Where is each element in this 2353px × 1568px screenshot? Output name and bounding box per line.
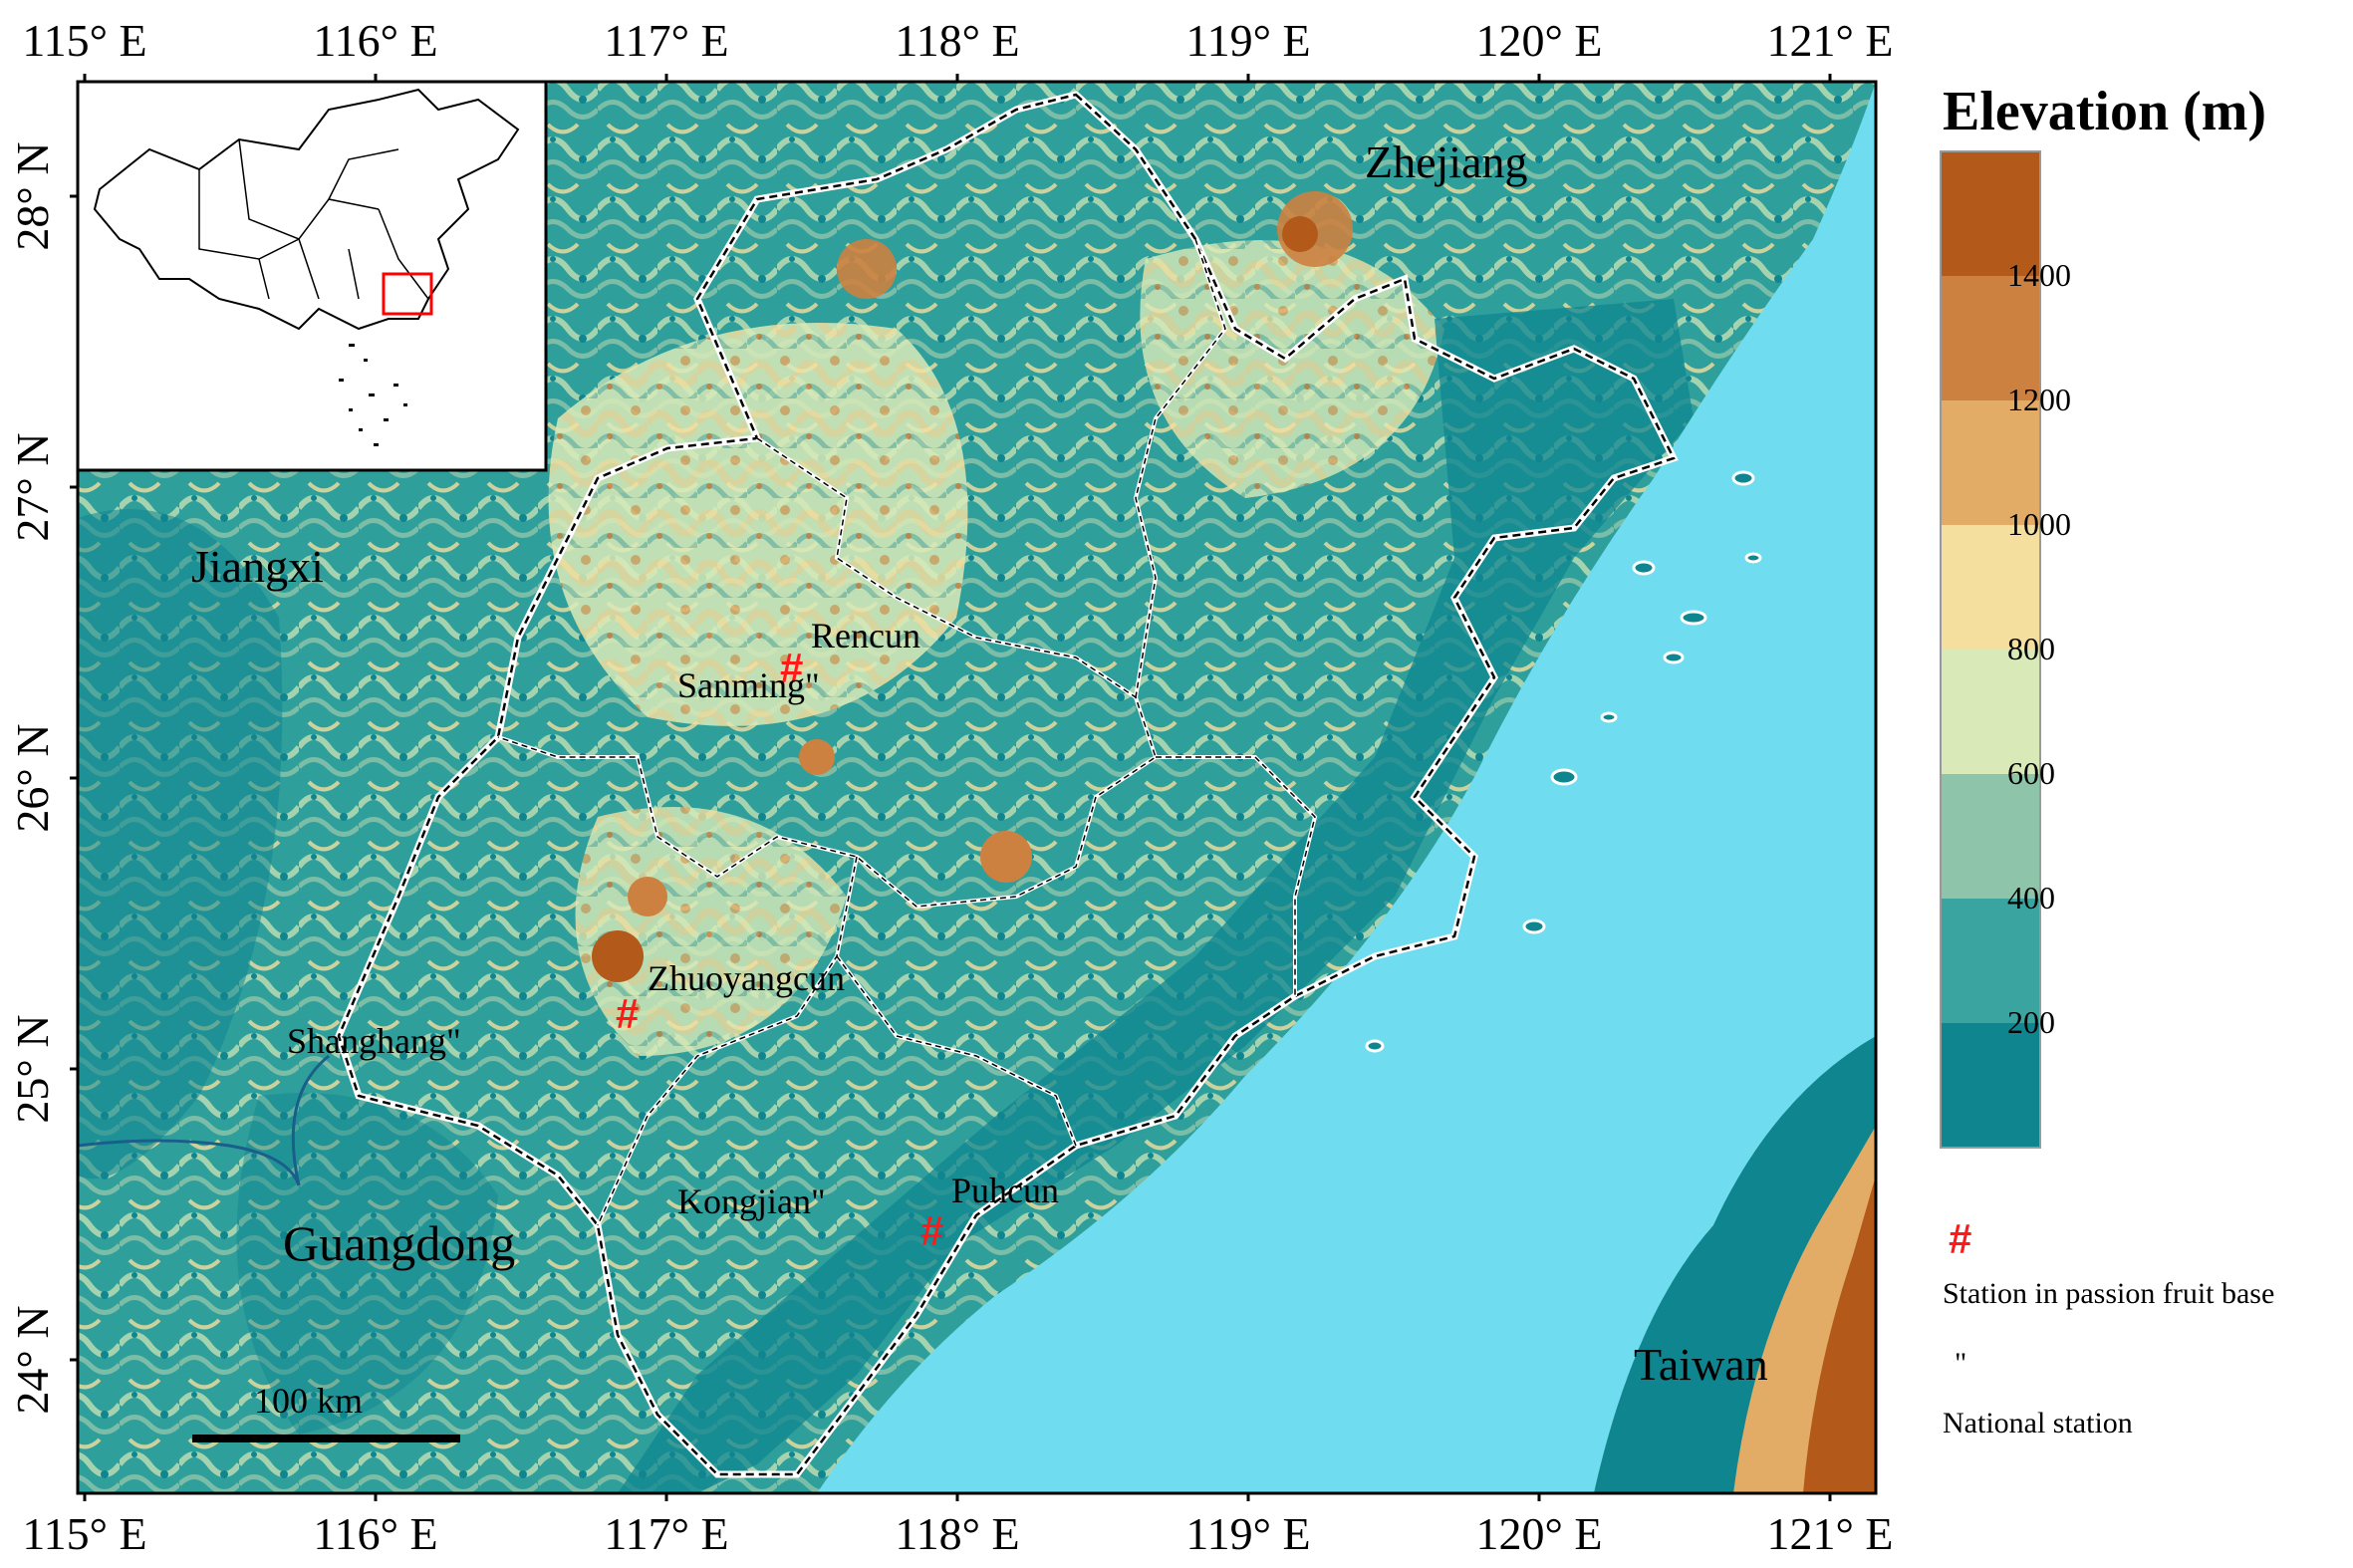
peak-area bbox=[1282, 216, 1318, 252]
latitude-tick-label: 24° N bbox=[7, 1305, 58, 1414]
latitude-tick-label: 26° N bbox=[7, 723, 58, 832]
longitude-tick-label: 120° E bbox=[1476, 1508, 1603, 1559]
region-label-zhejiang: Zhejiang bbox=[1365, 136, 1528, 187]
region-label-guangdong: Guangdong bbox=[283, 1215, 515, 1271]
inset-map bbox=[76, 80, 548, 472]
region-label-taiwan: Taiwan bbox=[1634, 1339, 1768, 1390]
south-china-sea-islands bbox=[339, 344, 407, 446]
longitude-ticks-top: 115° E 116° E 117° E 118° E 119° E 120° E 121°… bbox=[22, 15, 1894, 82]
longitude-ticks-bottom: 115° E 116° E 117° E 118° E 119° E 120° E 121°… bbox=[22, 1493, 1894, 1559]
station-label-shanghang: Shanghang" bbox=[287, 1021, 461, 1061]
province-boundary bbox=[337, 93, 1676, 1476]
latitude-tick-label: 27° N bbox=[7, 432, 58, 541]
station-label-puhcun: Puhcun bbox=[951, 1171, 1059, 1210]
legend-class-label: 1400 bbox=[2007, 257, 2071, 293]
longitude-tick-label: 117° E bbox=[604, 15, 728, 66]
legend-class-label: 800 bbox=[2007, 631, 2055, 666]
station-label-kongjian: Kongjian" bbox=[677, 1181, 826, 1221]
prefecture-boundaries-dash bbox=[497, 238, 1316, 1226]
legend-national-label: National station bbox=[1943, 1407, 2133, 1439]
legend-color-class bbox=[1941, 525, 2040, 650]
legend-class-label: 200 bbox=[2007, 1004, 2055, 1040]
china-province-lines bbox=[198, 138, 429, 300]
sea bbox=[817, 82, 1876, 1493]
station-marker-rencun: # bbox=[780, 645, 803, 691]
river bbox=[78, 1054, 330, 1186]
highland-area bbox=[548, 323, 968, 726]
longitude-tick-label: 119° E bbox=[1185, 1508, 1310, 1559]
elevation-legend-bar bbox=[1941, 151, 2040, 1148]
longitude-tick-label: 118° E bbox=[895, 15, 1019, 66]
legend-color-class bbox=[1941, 1023, 2040, 1148]
longitude-tick-label: 121° E bbox=[1767, 1508, 1894, 1559]
peak-area bbox=[592, 930, 644, 982]
elevation-legend-frame bbox=[1940, 150, 2041, 1149]
legend-color-class bbox=[1941, 276, 2040, 400]
legend-class-label: 1000 bbox=[2007, 506, 2071, 542]
highland-area bbox=[575, 807, 847, 1056]
legend-class-label: 600 bbox=[2007, 755, 2055, 791]
peak-area bbox=[799, 739, 835, 775]
legend-color-class bbox=[1941, 151, 2040, 276]
legend-class-label: 1200 bbox=[2007, 382, 2071, 417]
elevation-legend-labels: 1400 1200 1000 800 600 400 200 bbox=[2007, 257, 2071, 1040]
longitude-tick-label: 116° E bbox=[313, 1508, 437, 1559]
map-body bbox=[78, 82, 1876, 1493]
coastal-lowland bbox=[618, 299, 1694, 1493]
station-marker-puhcun: # bbox=[920, 1207, 943, 1254]
legend-color-class bbox=[1941, 400, 2040, 525]
china-outline bbox=[93, 88, 520, 331]
longitude-tick-label: 119° E bbox=[1185, 15, 1310, 66]
longitude-tick-label: 116° E bbox=[313, 15, 437, 66]
legend-color-class bbox=[1941, 650, 2040, 774]
peak-area bbox=[628, 877, 667, 916]
longitude-tick-label: 115° E bbox=[22, 15, 146, 66]
peak-area bbox=[980, 831, 1032, 883]
station-marker-zhuoyangcun: # bbox=[616, 990, 639, 1037]
longitude-tick-label: 115° E bbox=[22, 1508, 146, 1559]
longitude-tick-label: 121° E bbox=[1767, 15, 1894, 66]
map-frame bbox=[76, 80, 1878, 1495]
latitude-ticks-left: 24° N 25° N 26° N 27° N 28° N bbox=[7, 141, 78, 1415]
lowland-area bbox=[78, 509, 283, 1179]
latitude-tick-label: 28° N bbox=[7, 141, 58, 250]
region-label-jiangxi: Jiangxi bbox=[191, 541, 324, 592]
legend-color-class bbox=[1941, 899, 2040, 1023]
station-label-sanming: Sanming" bbox=[677, 665, 820, 705]
longitude-tick-label: 117° E bbox=[604, 1508, 728, 1559]
legend-national-symbol: " bbox=[1955, 1347, 1966, 1380]
legend-title: Elevation (m) bbox=[1943, 81, 2266, 142]
legend-color-class bbox=[1941, 774, 2040, 899]
legend-fruit-base-symbol: # bbox=[1949, 1215, 1971, 1262]
legend-fruit-base-label: Station in passion fruit base bbox=[1943, 1277, 2274, 1310]
scale-bar-label: 100 km bbox=[254, 1381, 363, 1421]
station-label-rencun: Rencun bbox=[811, 616, 920, 655]
peak-area bbox=[837, 239, 897, 299]
lowland-area bbox=[236, 1093, 498, 1435]
taiwan-peak bbox=[1803, 1176, 1876, 1493]
longitude-tick-label: 120° E bbox=[1476, 15, 1603, 66]
legend-class-label: 400 bbox=[2007, 880, 2055, 915]
coastal-islands bbox=[1365, 470, 1762, 1053]
station-label-zhuoyangcun: Zhuoyangcun bbox=[648, 958, 845, 998]
longitude-tick-label: 118° E bbox=[895, 1508, 1019, 1559]
inset-study-area-box bbox=[382, 272, 433, 316]
latitude-tick-label: 25° N bbox=[7, 1014, 58, 1123]
